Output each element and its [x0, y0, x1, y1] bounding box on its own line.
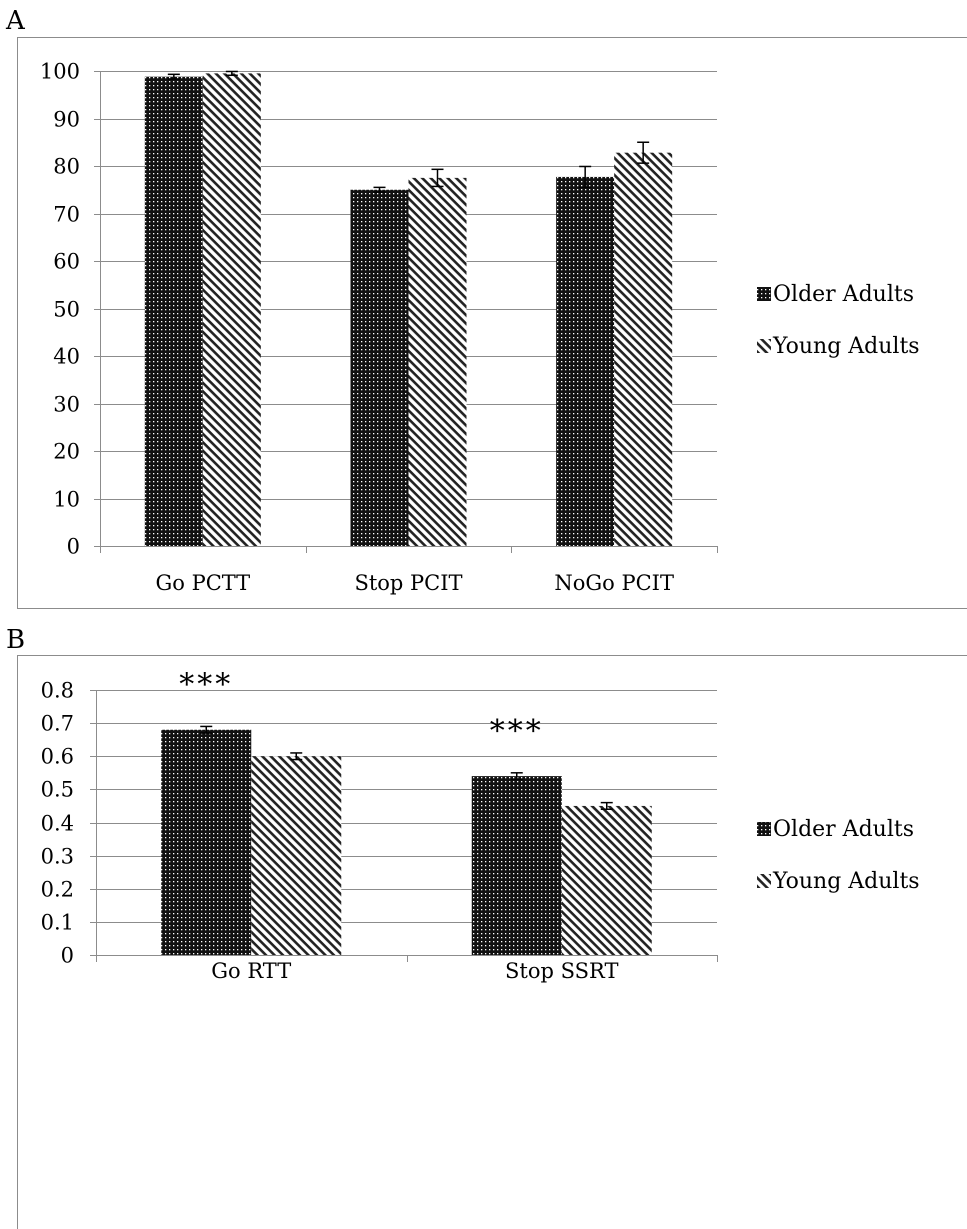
- y-tick-label: 30: [53, 393, 80, 417]
- y-tick-label: 0.3: [41, 845, 74, 869]
- bar-young-0: [202, 73, 261, 546]
- legend-label-young: Young Adults: [772, 869, 920, 894]
- x-category-label: NoGo PCIT: [554, 571, 674, 595]
- legend-label-older: Older Adults: [773, 817, 914, 842]
- x-category-label: Stop PCIT: [354, 571, 462, 595]
- y-tick-label: 50: [53, 298, 80, 322]
- y-tick-label: 20: [53, 440, 80, 464]
- significance-annotation: ***: [490, 714, 544, 749]
- bar-older-1: [350, 189, 409, 546]
- y-tick-label: 0.5: [41, 778, 74, 802]
- bar-young-1: [561, 805, 652, 955]
- legend-swatch-young: [757, 874, 771, 888]
- legend-swatch-older: [757, 822, 771, 836]
- y-tick-label: 0.4: [41, 812, 74, 836]
- legend-swatch-older: [757, 287, 771, 301]
- error-bar: [579, 165, 592, 189]
- legend-label-young: Young Adults: [772, 334, 920, 359]
- bar-young-1: [408, 177, 467, 546]
- x-category-label: Stop SSRT: [505, 959, 618, 983]
- y-tick-label: 40: [53, 345, 80, 369]
- error-bar: [200, 725, 213, 734]
- bar-older-0: [144, 76, 203, 546]
- legend-swatch-young: [757, 339, 771, 353]
- y-tick-label: 0.6: [41, 745, 74, 769]
- x-category-label: Go RTT: [211, 959, 291, 983]
- y-tick-label: 0.7: [41, 712, 74, 736]
- legend-label-older: Older Adults: [773, 282, 914, 307]
- error-bar: [373, 186, 386, 193]
- y-tick-label: 0: [61, 944, 74, 968]
- y-tick-label: 80: [53, 155, 80, 179]
- error-bar: [225, 70, 238, 77]
- y-tick-label: 70: [53, 203, 80, 227]
- y-tick-label: 0.2: [41, 878, 74, 902]
- y-tick-label: 0.1: [41, 911, 74, 935]
- y-tick-label: 0.8: [41, 679, 74, 703]
- bar-young-0: [251, 756, 342, 955]
- chart-b: 0 0.1 0.2 0.3 0.4 0.5 0.6 0.7 0.8 Go RTT *** Stop S…: [41, 667, 920, 983]
- error-bar: [431, 168, 444, 188]
- bar-older-0: [161, 729, 252, 955]
- panel-b-frame: [17, 655, 967, 1229]
- chart-a: 0 10 20 30 40 50 60 70 80 90 100 Go PCTT Stop PCIT No…: [40, 60, 920, 596]
- bar-older-1: [471, 776, 562, 955]
- panel-a-letter: A: [6, 6, 25, 36]
- error-bar: [290, 752, 303, 761]
- error-bar: [167, 73, 180, 80]
- bar-young-2: [614, 152, 673, 546]
- error-bar: [510, 772, 523, 781]
- y-tick-label: 10: [53, 488, 80, 512]
- y-tick-label: 90: [53, 108, 80, 132]
- panel-a-frame: [17, 37, 967, 609]
- bar-older-2: [556, 176, 615, 547]
- y-tick-label: 0: [67, 535, 80, 559]
- y-tick-label: 100: [40, 60, 80, 84]
- y-tick-label: 60: [53, 250, 80, 274]
- error-bar: [600, 801, 613, 810]
- error-bar: [637, 141, 650, 164]
- x-category-label: Go PCTT: [155, 571, 250, 595]
- significance-annotation: ***: [179, 667, 233, 702]
- panel-b-letter: B: [6, 625, 26, 655]
